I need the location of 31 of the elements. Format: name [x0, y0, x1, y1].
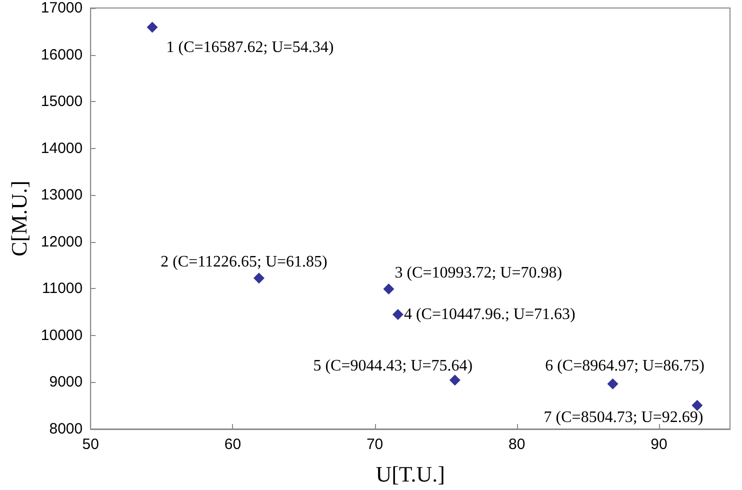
- y-tick-label: 8000: [49, 420, 83, 438]
- y-tick-label: 17000: [40, 0, 83, 16]
- point: [146, 22, 158, 33]
- x-tick-label: 90: [650, 436, 668, 453]
- point: [392, 308, 404, 320]
- x-tick-label: 80: [508, 436, 526, 453]
- y-tick-label: 12000: [40, 233, 83, 250]
- x-axis-title: U[T.U.]: [376, 462, 445, 486]
- point: [383, 283, 394, 294]
- point: [449, 374, 460, 386]
- x-tick-label: 60: [224, 436, 242, 453]
- y-axis-title: C[M.U.]: [6, 180, 32, 256]
- y-tick-label: 9000: [49, 374, 83, 391]
- y-tick-label: 16000: [40, 46, 83, 64]
- point: [253, 272, 264, 284]
- annotation: 4 (C=10447.96.; U=71.63): [404, 306, 576, 323]
- y-tick-label: 13000: [40, 186, 83, 204]
- annotation: 5 (C=9044.43; U=75.64): [313, 358, 473, 375]
- y-tick-label: 11000: [42, 280, 83, 298]
- point: [692, 400, 703, 411]
- y-tick-label: 14000: [40, 140, 83, 157]
- y-tick-label: 10000: [40, 326, 83, 344]
- annotation: 7 (C=8504.73; U=92.69): [544, 408, 704, 426]
- x-tick-label: 50: [82, 436, 99, 453]
- annotation: 3 (C=10993.72; U=70.98): [394, 264, 562, 282]
- point: [607, 378, 618, 390]
- annotation: 1 (C=16587.62; U=54.34): [166, 38, 334, 56]
- annotation: 2 (C=11226.65; U=61.85): [160, 254, 328, 271]
- y-tick-label: 15000: [40, 93, 83, 110]
- annotation: 6 (C=8964.97; U=86.75): [545, 357, 704, 374]
- x-tick-label: 70: [366, 436, 384, 453]
